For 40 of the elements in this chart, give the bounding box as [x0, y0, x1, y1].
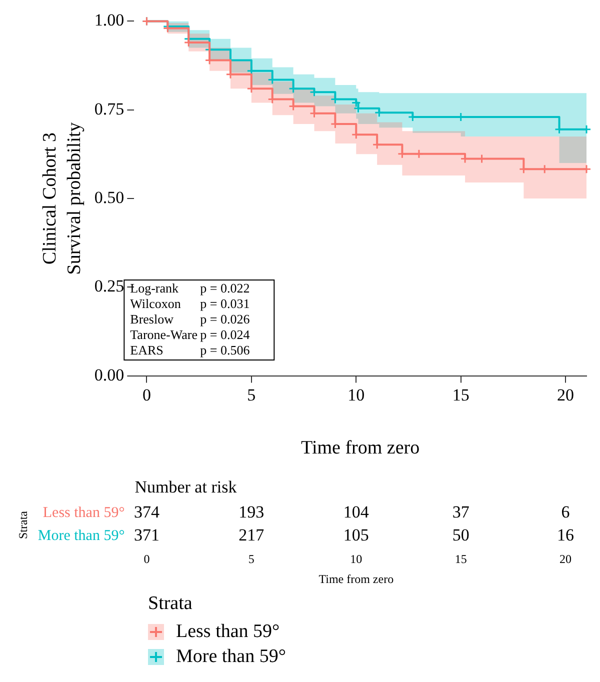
x-axis-title: Time from zero: [301, 438, 420, 459]
annotation: Tarone-Ware p = 0.024: [130, 326, 250, 342]
text: 374: [134, 502, 160, 522]
text: Less than 59°: [42, 504, 125, 521]
text: Breslow p = 0.026: [130, 311, 250, 326]
x-tick-label: 10: [348, 385, 365, 404]
text: 6: [561, 502, 570, 522]
text: 20: [560, 552, 572, 566]
text: 193: [238, 502, 264, 522]
y-tick-label: 0.25: [94, 276, 124, 296]
text: Time from zero: [318, 572, 394, 586]
text: 50: [452, 525, 470, 544]
text: 37: [452, 502, 470, 522]
text: Log-rank p = 0.022: [130, 280, 250, 296]
y-tick-label: 0.00: [94, 365, 124, 384]
text: 10: [350, 552, 362, 566]
text: 0: [144, 552, 150, 566]
text: More than 59°: [38, 528, 125, 544]
x-tick-label: 0: [142, 385, 151, 404]
text: 105: [343, 525, 369, 544]
text: 15: [454, 552, 467, 566]
text: EARS p = 0.506: [130, 342, 250, 358]
x-tick-label: 20: [557, 385, 574, 404]
text: 217: [238, 525, 265, 544]
text: 5: [248, 552, 254, 566]
text: Number at risk: [134, 477, 238, 496]
text: 371: [134, 525, 160, 544]
legend-label: More than 59°: [176, 646, 286, 668]
y-tick-label: 0.50: [94, 188, 124, 207]
y-tick-label: 0.75: [94, 99, 124, 118]
text: Wilcoxon p = 0.031: [130, 296, 250, 311]
text: 104: [343, 502, 370, 522]
y-tick-label: 1.00: [94, 10, 124, 30]
y-axis-title: Clinical Cohort 3 Survival probability: [39, 122, 86, 275]
x-tick-label: 15: [452, 385, 470, 404]
legend-label: Less than 59°: [176, 620, 280, 642]
legend-title: Strata: [148, 593, 194, 615]
x-tick-label: 5: [247, 385, 256, 404]
text: Strata: [16, 510, 30, 539]
text: 16: [557, 525, 574, 544]
